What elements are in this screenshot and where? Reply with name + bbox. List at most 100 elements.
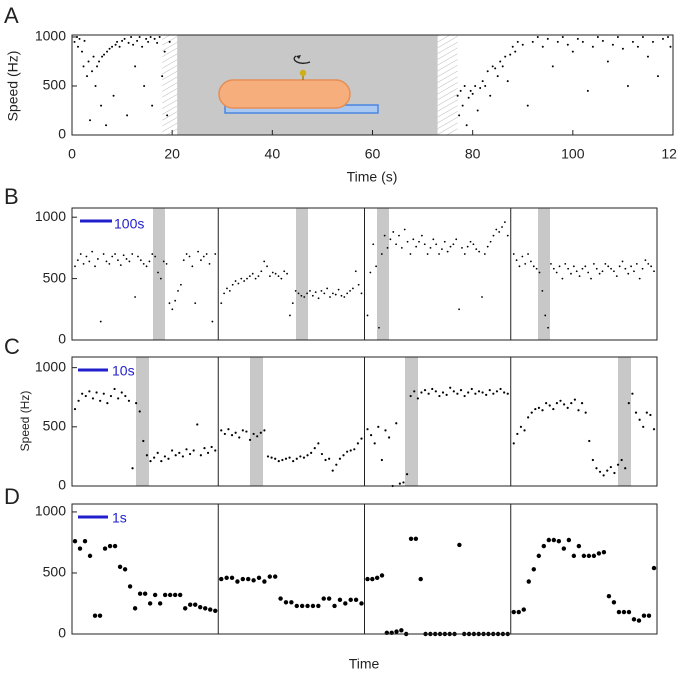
data-point [132,606,138,611]
data-point [151,253,154,255]
data-point [299,455,302,458]
data-point [638,418,641,421]
data-point [211,320,214,323]
data-point [611,600,617,605]
data-point [483,253,486,255]
data-point [466,245,469,248]
data-point [429,247,432,249]
data-point [243,280,246,282]
data-point [321,596,326,601]
data-point [337,288,340,291]
data-point [584,265,587,268]
data-point [174,299,177,302]
data-point [324,458,327,462]
data-point [485,393,488,396]
data-point [161,75,164,78]
data-point [551,65,554,68]
data-point [91,70,94,73]
data-point [469,240,472,243]
y-axis-label: Speed (Hz) [5,51,21,122]
data-point [151,104,154,107]
data-point [571,50,574,53]
data-point [305,603,310,609]
data-point [547,326,549,329]
data-point [481,80,484,83]
data-point [559,399,562,402]
data-point [515,259,518,262]
data-point [541,45,544,48]
data-point [532,265,535,268]
data-point [220,429,223,432]
data-point [618,265,621,268]
data-point [352,287,354,290]
data-point [256,435,259,438]
data-point [105,124,108,127]
data-point [188,452,192,456]
data-point [127,584,133,589]
data-point [270,456,273,459]
data-point [299,603,305,609]
data-point [323,292,326,295]
data-point [387,436,391,439]
data-point [251,272,254,275]
data-point [168,40,171,43]
data-point [611,43,614,46]
scale-bar-label: 100s [114,216,144,232]
data-point [130,35,133,38]
panel-letter: C [4,334,20,359]
data-point [527,416,530,419]
bead [299,69,307,77]
data-point [191,265,194,268]
data-point [661,37,664,40]
data-point [445,393,448,396]
data-point [159,277,162,280]
data-point [112,94,115,97]
data-point [94,84,97,87]
data-point [369,434,373,437]
data-point [481,391,484,394]
data-point [168,302,171,305]
data-point [203,447,206,450]
data-point [317,442,320,445]
data-point [177,289,179,292]
data-point [313,447,316,450]
data-point [331,469,334,472]
data-point [334,293,337,296]
data-point [475,248,478,251]
data-point [626,609,632,615]
data-point [384,429,387,432]
data-point [156,451,159,454]
data-point [604,262,607,265]
data-point [415,245,418,248]
data-point [647,262,650,265]
data-point [516,609,521,615]
x-tick-label: 100 [561,146,585,162]
data-point [418,576,423,582]
data-point [246,576,251,582]
data-point [229,575,235,581]
data-point [74,265,76,268]
data-point [486,70,489,73]
data-point [441,391,445,394]
data-point [167,457,170,460]
data-point [399,628,404,633]
data-point [228,289,231,292]
stall-band [153,208,165,340]
data-point [162,260,165,263]
data-point [378,326,380,329]
data-point [427,392,430,395]
data-point [380,253,383,255]
data-point [326,596,332,601]
data-point [84,394,87,398]
data-point [379,573,385,578]
data-point [348,597,353,603]
data-point [633,270,635,273]
data-point [88,390,91,393]
data-point [601,270,604,273]
data-point [598,272,601,275]
y-tick-label: 1000 [35,503,66,519]
data-point [409,253,412,255]
data-point [638,277,641,280]
data-point [536,35,539,38]
data-point [545,402,548,405]
